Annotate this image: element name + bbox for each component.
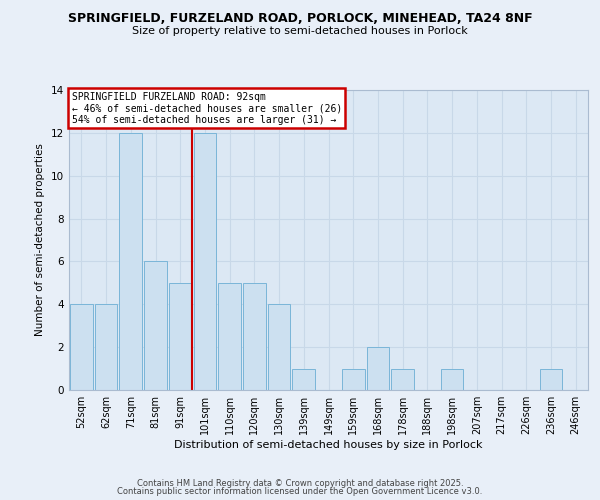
Bar bbox=[194, 133, 216, 390]
Bar bbox=[441, 368, 463, 390]
Text: SPRINGFIELD, FURZELAND ROAD, PORLOCK, MINEHEAD, TA24 8NF: SPRINGFIELD, FURZELAND ROAD, PORLOCK, MI… bbox=[68, 12, 532, 26]
Bar bbox=[292, 368, 315, 390]
Bar bbox=[342, 368, 365, 390]
X-axis label: Distribution of semi-detached houses by size in Porlock: Distribution of semi-detached houses by … bbox=[174, 440, 483, 450]
Bar bbox=[367, 347, 389, 390]
Text: SPRINGFIELD FURZELAND ROAD: 92sqm
← 46% of semi-detached houses are smaller (26): SPRINGFIELD FURZELAND ROAD: 92sqm ← 46% … bbox=[71, 92, 342, 124]
Y-axis label: Number of semi-detached properties: Number of semi-detached properties bbox=[35, 144, 46, 336]
Bar bbox=[70, 304, 93, 390]
Text: Contains HM Land Registry data © Crown copyright and database right 2025.: Contains HM Land Registry data © Crown c… bbox=[137, 478, 463, 488]
Bar bbox=[218, 283, 241, 390]
Bar bbox=[243, 283, 266, 390]
Bar bbox=[268, 304, 290, 390]
Bar bbox=[169, 283, 191, 390]
Bar bbox=[144, 262, 167, 390]
Bar bbox=[539, 368, 562, 390]
Bar bbox=[391, 368, 414, 390]
Text: Size of property relative to semi-detached houses in Porlock: Size of property relative to semi-detach… bbox=[132, 26, 468, 36]
Text: Contains public sector information licensed under the Open Government Licence v3: Contains public sector information licen… bbox=[118, 487, 482, 496]
Bar bbox=[119, 133, 142, 390]
Bar bbox=[95, 304, 118, 390]
